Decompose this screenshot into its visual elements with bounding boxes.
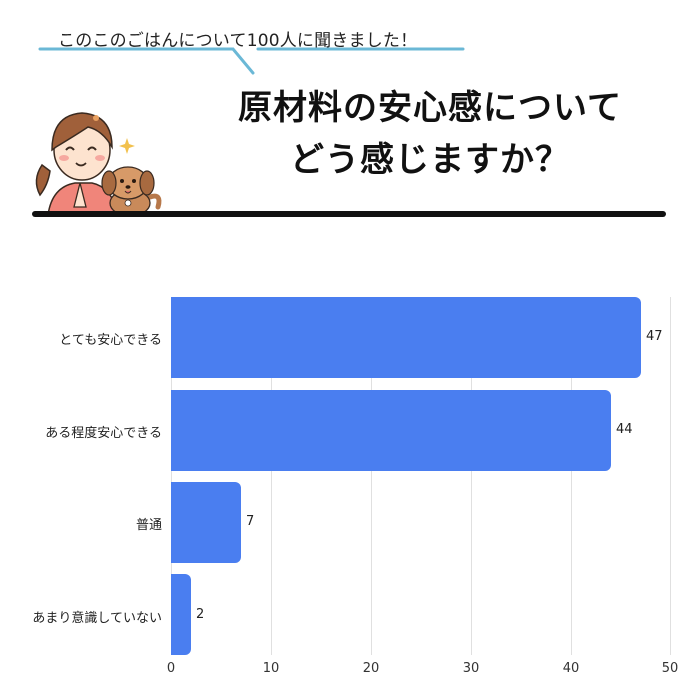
x-tick: 0	[166, 661, 176, 676]
bar-neutral	[171, 482, 241, 563]
gridline-20	[371, 297, 372, 655]
category-label: とても安心できる	[59, 333, 162, 348]
bar-very-reassured	[171, 297, 641, 378]
gridline-50	[670, 297, 671, 655]
value-label: 44	[616, 422, 633, 437]
speech-callout-line	[38, 47, 465, 75]
x-tick: 40	[562, 661, 580, 676]
x-tick: 50	[661, 661, 679, 676]
gridline-30	[471, 297, 472, 655]
value-label: 2	[196, 607, 205, 622]
title-line-2: どう感じますか？	[290, 140, 570, 180]
x-tick: 30	[462, 661, 480, 676]
page-title: 原材料の安心感について どう感じますか？	[200, 82, 660, 186]
category-label: 普通	[135, 518, 162, 533]
gridline-10	[271, 297, 272, 655]
x-tick: 20	[362, 661, 380, 676]
bar-not-conscious	[171, 574, 191, 655]
woman-and-puppy-icon	[35, 112, 162, 215]
bar-somewhat-reassured	[171, 390, 611, 471]
header-divider	[32, 211, 666, 217]
value-label: 47	[646, 329, 663, 344]
value-label: 7	[246, 514, 255, 529]
category-label: あまり意識していない	[32, 611, 162, 626]
x-tick: 10	[262, 661, 280, 676]
title-line-1: 原材料の安心感について	[238, 88, 622, 128]
category-label: ある程度安心できる	[45, 426, 162, 441]
gridline-0	[171, 297, 172, 655]
gridline-40	[571, 297, 572, 655]
survey-subtitle: このこのごはんについて100人に聞きました！	[58, 31, 418, 51]
